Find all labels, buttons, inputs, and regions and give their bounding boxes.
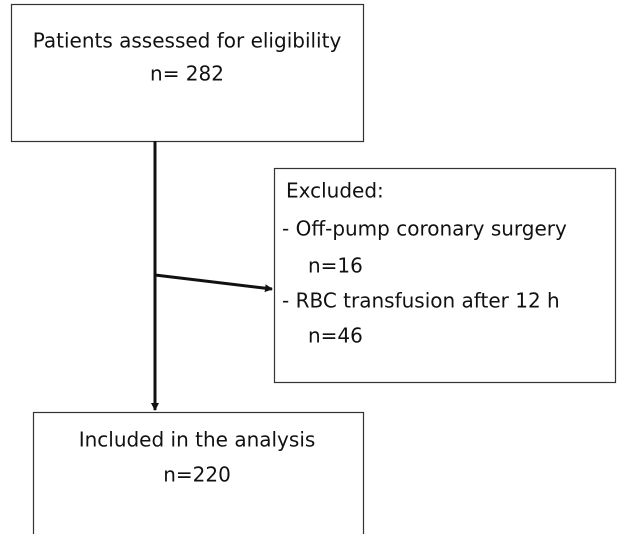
excluded-box [273,167,617,384]
included-box [32,411,365,538]
node-label: Included in the analysis [79,428,316,452]
node-count: n= 282 [150,62,224,86]
excluded-count: n=16 [308,254,363,278]
excluded-reason: - RBC transfusion after 12 h [282,289,560,313]
excluded-reason: - Off-pump coronary surgery [282,217,567,241]
node-count: n=220 [163,463,231,487]
excluded-count: n=46 [308,324,363,348]
assessed-box [10,3,365,143]
node-label: Patients assessed for eligibility [33,29,342,53]
excluded-title: Excluded: [286,179,384,203]
exclusion-arrow [154,273,273,293]
